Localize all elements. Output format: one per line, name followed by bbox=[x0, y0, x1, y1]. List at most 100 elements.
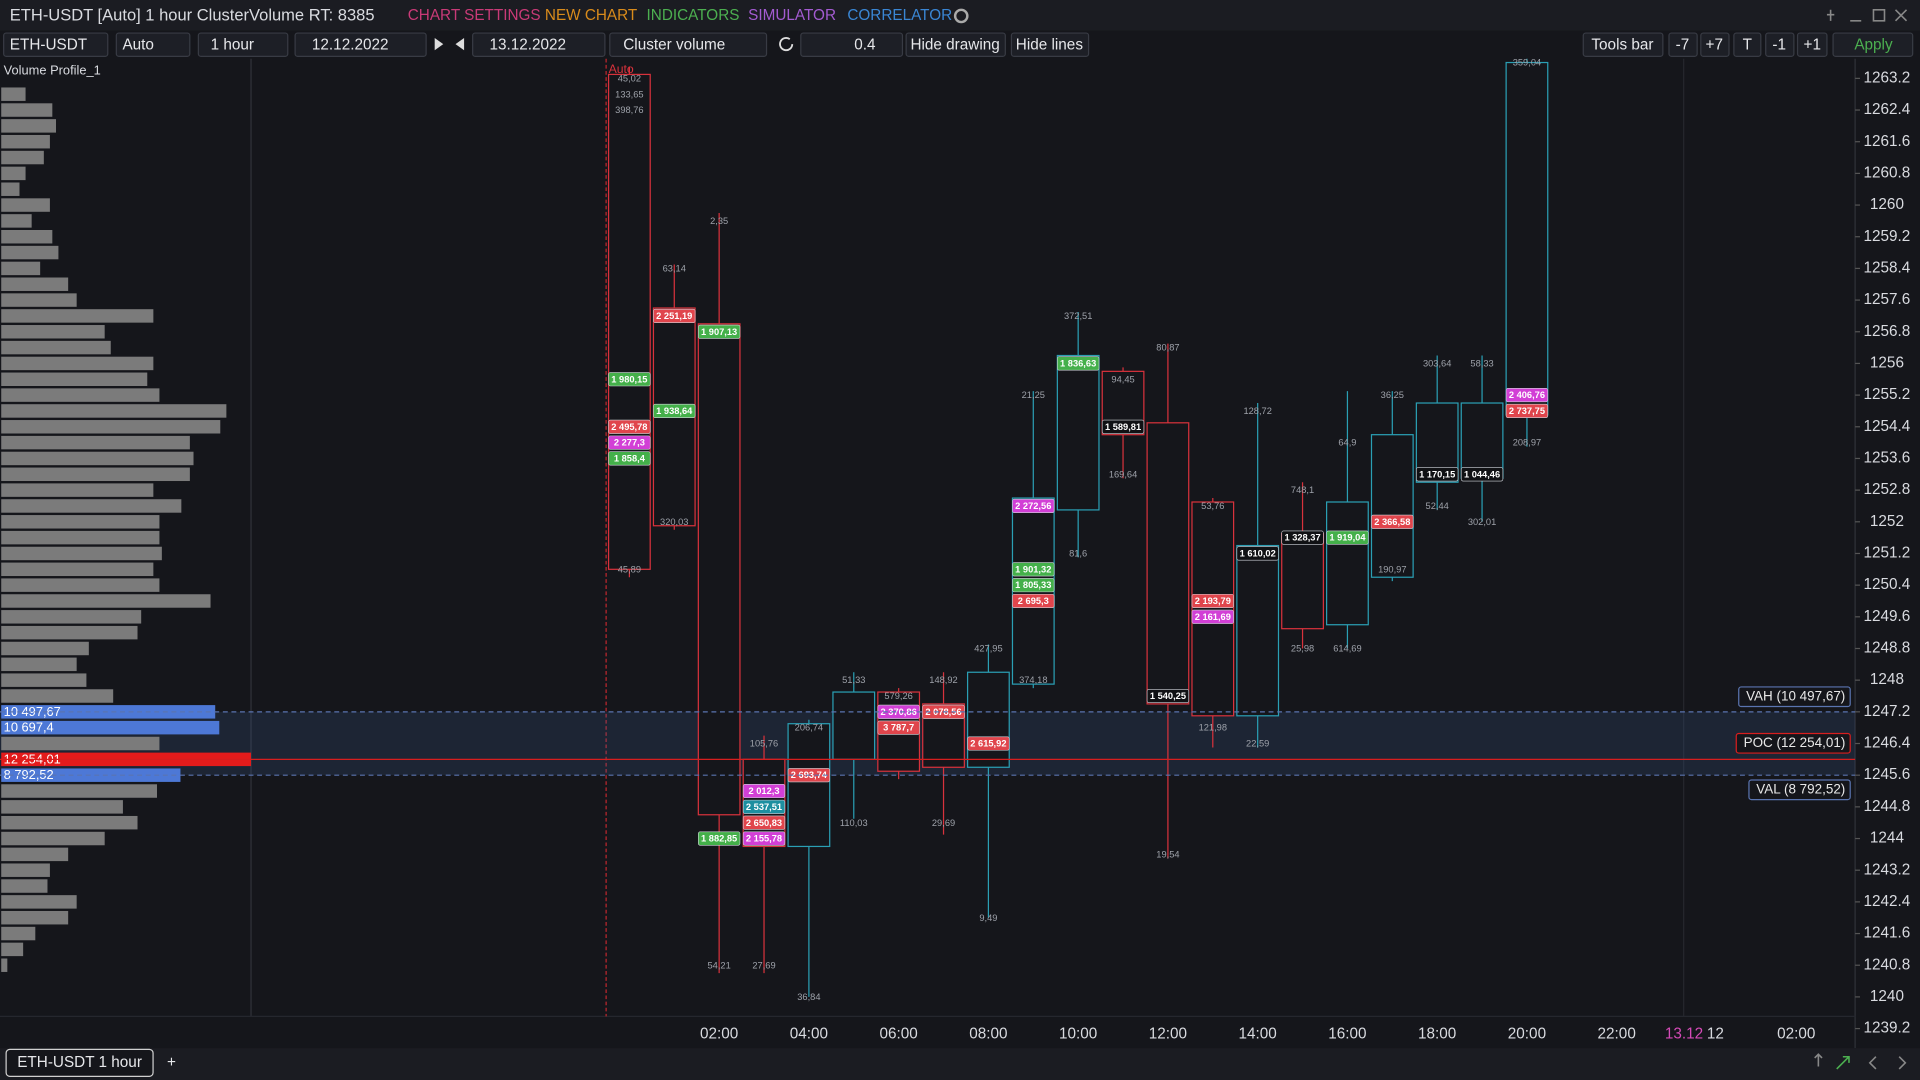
zoom-button[interactable] bbox=[1700, 32, 1730, 57]
cluster-highlight bbox=[698, 831, 741, 846]
add-tab[interactable]: + bbox=[167, 1054, 176, 1071]
cluster-value: 148,92 bbox=[929, 675, 957, 685]
cluster-value: 2 193,79 bbox=[1195, 596, 1231, 606]
cluster-value: 36,84 bbox=[797, 992, 820, 1002]
cluster-value: 80,87 bbox=[1156, 343, 1179, 353]
cluster-value: 133,65 bbox=[615, 89, 643, 99]
play-button[interactable] bbox=[434, 37, 444, 51]
maximize-icon[interactable] bbox=[1872, 9, 1886, 22]
toolbar: ETH-USDT Auto 1 hour 12.12.2022 13.12.20… bbox=[3, 32, 1914, 57]
menu-item[interactable]: NEW CHART bbox=[545, 7, 637, 24]
cluster-value: 2 366,58 bbox=[1374, 517, 1410, 527]
timeframe-select[interactable] bbox=[197, 32, 289, 57]
cluster-value: 22,59 bbox=[1246, 739, 1269, 749]
profile-bar bbox=[1, 689, 114, 703]
profile-bar bbox=[1, 546, 162, 561]
profile-bar bbox=[1, 103, 53, 117]
mode-select[interactable] bbox=[115, 32, 191, 57]
close-icon[interactable] bbox=[1894, 9, 1908, 22]
pin-icon[interactable] bbox=[1826, 9, 1835, 21]
menu-item[interactable]: CHART SETTINGS bbox=[408, 7, 541, 24]
profile-bar bbox=[1, 150, 44, 165]
prev-icon[interactable] bbox=[1868, 1056, 1877, 1070]
y-tick-label: 1245.6 bbox=[1864, 766, 1911, 783]
profile-bar bbox=[1, 736, 160, 751]
cluster-highlight bbox=[1460, 467, 1504, 482]
cluster-value: 110,03 bbox=[840, 818, 868, 828]
button-label: T bbox=[1743, 36, 1752, 53]
profile-bar bbox=[1, 340, 111, 355]
hide-lines-button[interactable] bbox=[1010, 32, 1090, 57]
profile-bar bbox=[1, 435, 190, 450]
step-button[interactable] bbox=[1796, 32, 1828, 57]
cluster-highlight bbox=[1505, 403, 1549, 418]
next-icon[interactable] bbox=[1898, 1056, 1907, 1070]
menu-item[interactable]: CORRELATOR bbox=[847, 7, 952, 24]
x-tick-label: 10:00 bbox=[1059, 1026, 1097, 1043]
refresh-button[interactable] bbox=[779, 37, 794, 52]
y-tick-label: 1240.8 bbox=[1864, 956, 1911, 973]
profile-bar bbox=[1, 499, 182, 513]
button-label: -7 bbox=[1676, 36, 1690, 53]
date-from-input[interactable] bbox=[294, 32, 427, 57]
step-input[interactable] bbox=[800, 32, 904, 57]
apply-button[interactable] bbox=[1832, 32, 1914, 57]
cluster-value: 2 272,56 bbox=[1015, 501, 1051, 511]
button-label: Hide drawing bbox=[910, 36, 999, 53]
x-tick-label: 02:00 bbox=[700, 1026, 738, 1043]
x-tick-label: 06:00 bbox=[880, 1026, 918, 1043]
profile-bar bbox=[1, 800, 123, 814]
chart-type-select[interactable] bbox=[609, 32, 768, 57]
sort-icon[interactable] bbox=[1814, 1053, 1823, 1067]
expand-icon[interactable] bbox=[1836, 1055, 1850, 1070]
profile-bar bbox=[1, 847, 69, 862]
tools-bar-button[interactable] bbox=[1582, 32, 1664, 57]
cluster-highlight bbox=[1012, 562, 1055, 577]
profile-bar bbox=[1, 610, 142, 624]
tab-label: ETH-USDT 1 hour bbox=[17, 1054, 142, 1071]
cluster-highlight bbox=[698, 324, 741, 339]
date-to-input[interactable] bbox=[472, 32, 606, 57]
cluster-highlight bbox=[1012, 498, 1055, 514]
profile-bar bbox=[1, 831, 105, 846]
profile-bar bbox=[1, 895, 77, 909]
cluster-value: 320,03 bbox=[660, 517, 688, 527]
symbol-select[interactable] bbox=[3, 32, 109, 57]
cluster-value: 3 787,7 bbox=[883, 723, 914, 733]
profile-bar bbox=[1, 277, 69, 291]
y-tick-label: 1240 bbox=[1870, 988, 1904, 1005]
cluster-value: 51,33 bbox=[842, 675, 865, 685]
y-tick-label: 1250.4 bbox=[1864, 576, 1911, 593]
profile-label: 10 497,67 bbox=[4, 704, 61, 719]
x-tick-label: 12 bbox=[1707, 1026, 1724, 1043]
candle-body bbox=[1326, 501, 1369, 626]
back-button[interactable] bbox=[455, 37, 465, 51]
x-tick-label: 02:00 bbox=[1777, 1026, 1815, 1043]
chart-tab[interactable] bbox=[5, 1048, 154, 1077]
profile-bar bbox=[1, 768, 181, 782]
candle-body bbox=[607, 73, 651, 570]
cluster-highlight bbox=[742, 783, 786, 799]
indicator-name: Volume Profile_1 bbox=[4, 62, 101, 77]
y-tick-label: 1262.4 bbox=[1864, 101, 1911, 118]
menu-item[interactable]: SIMULATOR bbox=[748, 7, 836, 24]
button-label: +7 bbox=[1706, 36, 1723, 53]
cluster-value: 748,1 bbox=[1291, 485, 1314, 495]
cluster-highlight bbox=[1416, 467, 1459, 482]
cluster-value: 27,69 bbox=[752, 960, 775, 970]
cluster-value: 2 406,76 bbox=[1509, 390, 1545, 400]
t-button[interactable] bbox=[1733, 32, 1762, 57]
hide-drawing-button[interactable] bbox=[905, 32, 1006, 57]
cluster-highlight bbox=[1371, 514, 1414, 529]
menu-item[interactable]: INDICATORS bbox=[647, 7, 740, 24]
step-button[interactable] bbox=[1765, 32, 1795, 57]
settings-icon[interactable] bbox=[953, 8, 969, 24]
cluster-value: 2 615,92 bbox=[970, 739, 1006, 749]
zoom-button[interactable] bbox=[1668, 32, 1698, 57]
cluster-value: 128,72 bbox=[1243, 406, 1271, 416]
y-tick-label: 1249.6 bbox=[1864, 608, 1911, 625]
cluster-value: 19,54 bbox=[1156, 849, 1179, 859]
profile-bar bbox=[1, 879, 48, 893]
profile-label: 10 697,4 bbox=[4, 720, 54, 735]
